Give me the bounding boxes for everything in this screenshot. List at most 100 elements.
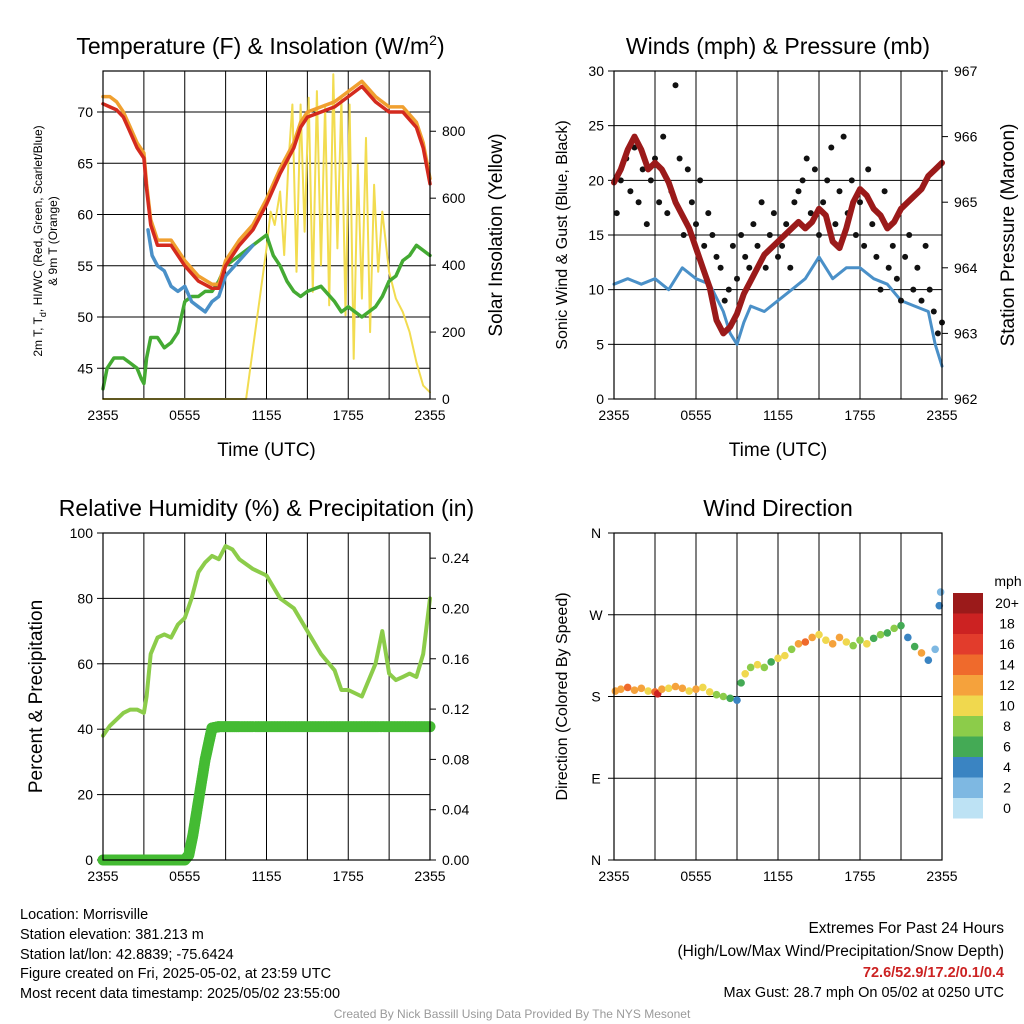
wind-xtick-label: 0555 [680, 407, 711, 423]
wdir-point [753, 660, 762, 669]
wind-gust-point [828, 144, 835, 151]
colorbar-label: 20+ [995, 595, 1019, 611]
wind-gust-point [717, 264, 724, 271]
wind-gust-point [902, 253, 909, 260]
wdir-xtick-label: 1755 [844, 868, 875, 884]
wind-gust-point [803, 155, 810, 162]
wind-gust-point [848, 177, 855, 184]
rh-ytick-label: 60 [77, 656, 93, 672]
wind-gust-point [930, 308, 937, 315]
wind-gust-point [787, 264, 794, 271]
wind-gust-point [922, 242, 929, 249]
wind-gust-point [647, 177, 654, 184]
wind-gust-point [906, 232, 913, 238]
colorbar-label: 8 [1003, 718, 1011, 734]
temp-ytick-label: 70 [77, 104, 93, 120]
temp-ytick-label: 60 [77, 207, 93, 223]
temp-y2label: Solar Insolation (Yellow) [486, 133, 507, 336]
wind-gust-point [807, 210, 814, 217]
temp-xtick-label: 1755 [333, 407, 364, 423]
wind-ytick-label: 15 [588, 227, 604, 243]
wdir-point [760, 663, 769, 672]
wind-gust-point [910, 286, 917, 293]
colorbar-swatch [953, 613, 983, 634]
wdir-xtick-label: 0555 [680, 868, 711, 884]
rh-ytick-label: 100 [70, 525, 94, 541]
wind-gust-point [680, 232, 687, 238]
wind-gust-point [865, 166, 872, 173]
wind-gust-point [721, 297, 728, 304]
wdir-point [705, 688, 714, 696]
wdir-point [936, 588, 945, 596]
wind-gust-point [631, 144, 638, 151]
wdir-point [719, 692, 728, 701]
wdir-ytick-label: W [589, 607, 603, 623]
rh-ytick-label: 0 [85, 852, 93, 868]
wind-gust-point [729, 242, 736, 249]
wind-gust-point [861, 242, 868, 249]
wind-gust-point [766, 232, 773, 238]
wdir-point [828, 640, 837, 648]
colorbar-label: 4 [1003, 759, 1011, 775]
temp-xlabel: Time (UTC) [217, 440, 316, 461]
wdir-point [842, 638, 851, 646]
wind-ytick-label: 25 [588, 118, 604, 134]
wdir-point [869, 634, 878, 643]
wind-gust-point [750, 221, 757, 228]
rh-xtick-label: 1755 [333, 868, 364, 884]
wind-gust-point [926, 286, 933, 293]
wdir-point [671, 682, 680, 691]
wind-gust-point [697, 177, 704, 184]
rh-y2tick-label: 0.12 [442, 701, 469, 717]
wdir-ylabel: Direction (Colored By Speed) [554, 592, 571, 800]
wind-ytick-label: 30 [588, 63, 604, 79]
wdir-point [815, 630, 823, 639]
rh-y2tick-label: 0.24 [442, 550, 469, 566]
rh-y2tick-label: 0.04 [442, 802, 469, 818]
wind-gust-point [672, 82, 679, 89]
wind-gust-point [934, 330, 941, 337]
wind-gust-point [664, 210, 671, 217]
colorbar-label: 6 [1003, 739, 1011, 755]
rh-xtick-label: 2355 [87, 868, 118, 884]
station-info: Location: Morrisville Station elevation:… [20, 906, 340, 1005]
wind-gust-point [824, 177, 831, 184]
temp-y2tick-label: 800 [442, 123, 466, 139]
wind-gust-point [857, 199, 863, 206]
wind-gust-point [791, 199, 798, 206]
rh-ytick-label: 80 [77, 590, 93, 606]
wdir-point [774, 654, 782, 663]
wdir-point [822, 636, 830, 644]
temp-y2tick-label: 400 [442, 257, 466, 273]
wind-gust-point [693, 221, 699, 228]
rh-y2tick-label: 0.08 [442, 751, 469, 767]
wdir-point [863, 640, 871, 648]
wind-gust-point [713, 253, 720, 260]
wind-gust-point [746, 264, 753, 271]
wdir-point [835, 633, 844, 642]
wind-gust-point [762, 264, 769, 271]
wdir-point [678, 684, 687, 693]
wdir-point [692, 685, 700, 694]
extremes-info: Extremes For Past 24 Hours (High/Low/Max… [678, 917, 1005, 1004]
temp-ylabel-rest: , HI/WC (Red, Green, Scarlet/Blue) [31, 125, 45, 312]
wind-gust-point [816, 232, 822, 238]
wind-gust-point [779, 242, 786, 249]
wind-gust-point [656, 199, 663, 206]
wind-gust-point [918, 297, 925, 304]
colorbar-swatch [953, 634, 983, 655]
temp-ytick-label: 45 [77, 360, 93, 376]
wind-gust-point [635, 199, 642, 206]
wdir-point [685, 687, 693, 695]
wind-gust-point [742, 253, 749, 260]
wind-y2tick-label: 964 [954, 260, 978, 276]
wind-gust-point [836, 188, 843, 195]
wdir-point [712, 690, 721, 699]
colorbar-swatch [953, 798, 983, 819]
wdir-point [801, 638, 810, 646]
rh-y2tick-label: 0.00 [442, 852, 469, 868]
wind-ytick-label: 0 [596, 391, 604, 407]
wind-ytick-label: 10 [588, 282, 604, 298]
created-text: Figure created on Fri, 2025-05-02, at 23… [20, 966, 332, 983]
wind-gust-point [893, 275, 900, 282]
